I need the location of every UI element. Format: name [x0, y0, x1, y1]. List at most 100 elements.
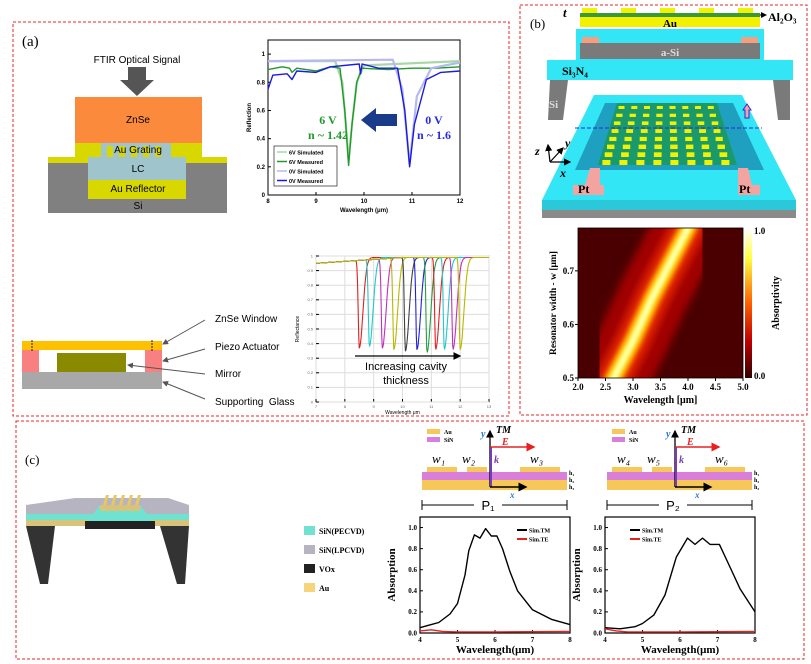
legend-label: SiN(PECVD): [319, 527, 365, 536]
callout-mirror: Mirror: [215, 369, 242, 380]
y-tick-label: 0: [311, 399, 314, 404]
resonator-pad: [631, 106, 638, 109]
chart-reflectance-cavity: 7 8 9 10 11 12 13 0 0.1 0.2 0.3 0.4 0.5 0.6 0.7 0.8 0.9 1…: [295, 253, 492, 416]
si-leg-right: [773, 80, 790, 120]
resonator-pad: [655, 129, 663, 133]
width-label: w₂: [462, 451, 476, 466]
x-axis-label: Wavelength μm: [385, 410, 420, 416]
resonator-pad: [669, 121, 677, 125]
y-label: y: [480, 429, 486, 440]
y-tick-label: 1: [262, 52, 266, 58]
layer-label-znse: ZnSe: [126, 115, 150, 126]
legend-label: Sim.TM: [642, 529, 664, 535]
height-label: h₂: [569, 478, 574, 484]
label-al2o3: Al₂O₃: [768, 10, 797, 24]
layer-label-lc: LC: [132, 164, 145, 175]
a-si-layer: [580, 43, 760, 59]
x-tick-label: 8: [568, 636, 572, 644]
resonator-pad: [695, 106, 701, 109]
callout-arrow: [162, 381, 206, 400]
resonator-pad: [685, 136, 693, 142]
y-tick-label: 0.1: [307, 385, 313, 390]
y-tick-label: 0.7: [307, 297, 313, 302]
panel-a-frame: [12, 21, 510, 417]
resonator-pad: [721, 160, 730, 165]
series-line-sim-tm: [419, 527, 571, 629]
width-label: w₁: [432, 451, 445, 466]
label-si: Si: [549, 99, 558, 111]
callout-supporting-glass: Supporting Glass: [215, 397, 295, 408]
y-axis-label: Absorption: [571, 548, 583, 601]
width-label: w₆: [715, 451, 728, 466]
resonator-pad: [636, 160, 645, 165]
x-tick-label: 13: [487, 404, 492, 409]
legend-label: Sim.TM: [529, 529, 551, 535]
resonator-pad: [638, 144, 647, 150]
resonator-pad: [670, 160, 679, 165]
annotation-cavity-2: thickness: [383, 375, 429, 387]
legend-label: 0V Measured: [289, 179, 323, 185]
tm-label: TM: [496, 425, 512, 436]
au-bar: [520, 467, 560, 472]
y-tick-label: 0.6: [257, 108, 266, 114]
y-tick-label: 0.8: [307, 283, 313, 288]
y-tick-label: 0: [262, 193, 266, 199]
resonator-pad: [670, 152, 679, 158]
period-label: P₂: [666, 498, 680, 513]
y-tick-label: 0.4: [307, 341, 313, 346]
series-line-sim-te: [419, 629, 571, 633]
legend-label: SiN(LPCVD): [319, 546, 365, 555]
resonator-pad: [685, 144, 694, 150]
legend-swatch: [304, 583, 315, 592]
resonator-pad: [656, 113, 663, 117]
label-si3n4: Si₃N₄: [562, 64, 588, 78]
piezo-motion-icons: [31, 340, 153, 352]
y-axis-label: Resonator width - w [μm]: [549, 251, 559, 355]
e-label: E: [686, 437, 694, 448]
panel-c-frame: [15, 420, 805, 660]
x-tick-label: 4: [603, 636, 607, 644]
resonator-pad: [622, 144, 631, 150]
x-tick-label: 6: [678, 636, 682, 644]
legend-swatch-au: [612, 429, 625, 434]
y-tick-label: 0.8: [257, 80, 266, 86]
x-axis-label: Wavelength(μm): [456, 644, 535, 656]
e-label: E: [501, 437, 509, 448]
colorbar: [745, 228, 752, 378]
mim-cross-section: Al₂O₃ Au a-Si Si₃N₄ t Si: [547, 5, 797, 120]
y-tick-label: 0.4: [257, 137, 266, 143]
height-label: h₁: [569, 471, 574, 477]
resonator-pad: [670, 144, 678, 150]
resonator-bars: [582, 8, 753, 13]
al2o3-layer: [580, 13, 760, 17]
callout-arrow: [127, 362, 206, 375]
x-tick-label: 5: [641, 636, 645, 644]
au-layer: [580, 15, 760, 27]
x-tick-label: 4.0: [682, 382, 694, 392]
x-axis-label: Wavelength [μm]: [624, 395, 698, 406]
layer-label-au-grating: Au Grating: [114, 145, 162, 156]
resonator-pad: [703, 152, 711, 158]
supporting-glass: [22, 372, 162, 389]
sin-layer: [607, 472, 752, 480]
x-tick-label: 12: [457, 199, 464, 205]
resonator-pad: [686, 152, 695, 158]
y-tick-label: 0.0: [408, 629, 417, 637]
width-label: w₅: [647, 451, 660, 466]
label-a-si: a-Si: [661, 47, 679, 59]
legend-label: Sim.TE: [529, 538, 549, 544]
resonator-pad: [669, 106, 676, 109]
x-label: x: [694, 490, 700, 500]
legend-label-sin: SiN: [629, 438, 639, 444]
x-tick-label: 8: [753, 636, 757, 644]
annotation-6v: 6 V: [319, 113, 337, 127]
au-grating-fingers: [103, 495, 141, 505]
piezo-right: [145, 350, 162, 373]
resonator-pad: [709, 113, 716, 117]
resonator-pad: [656, 106, 663, 109]
sin-layer: [422, 472, 567, 480]
plot-area: [604, 516, 756, 634]
heatmap-ridge: [612, 228, 690, 378]
panel-b-label: (b): [530, 16, 545, 31]
